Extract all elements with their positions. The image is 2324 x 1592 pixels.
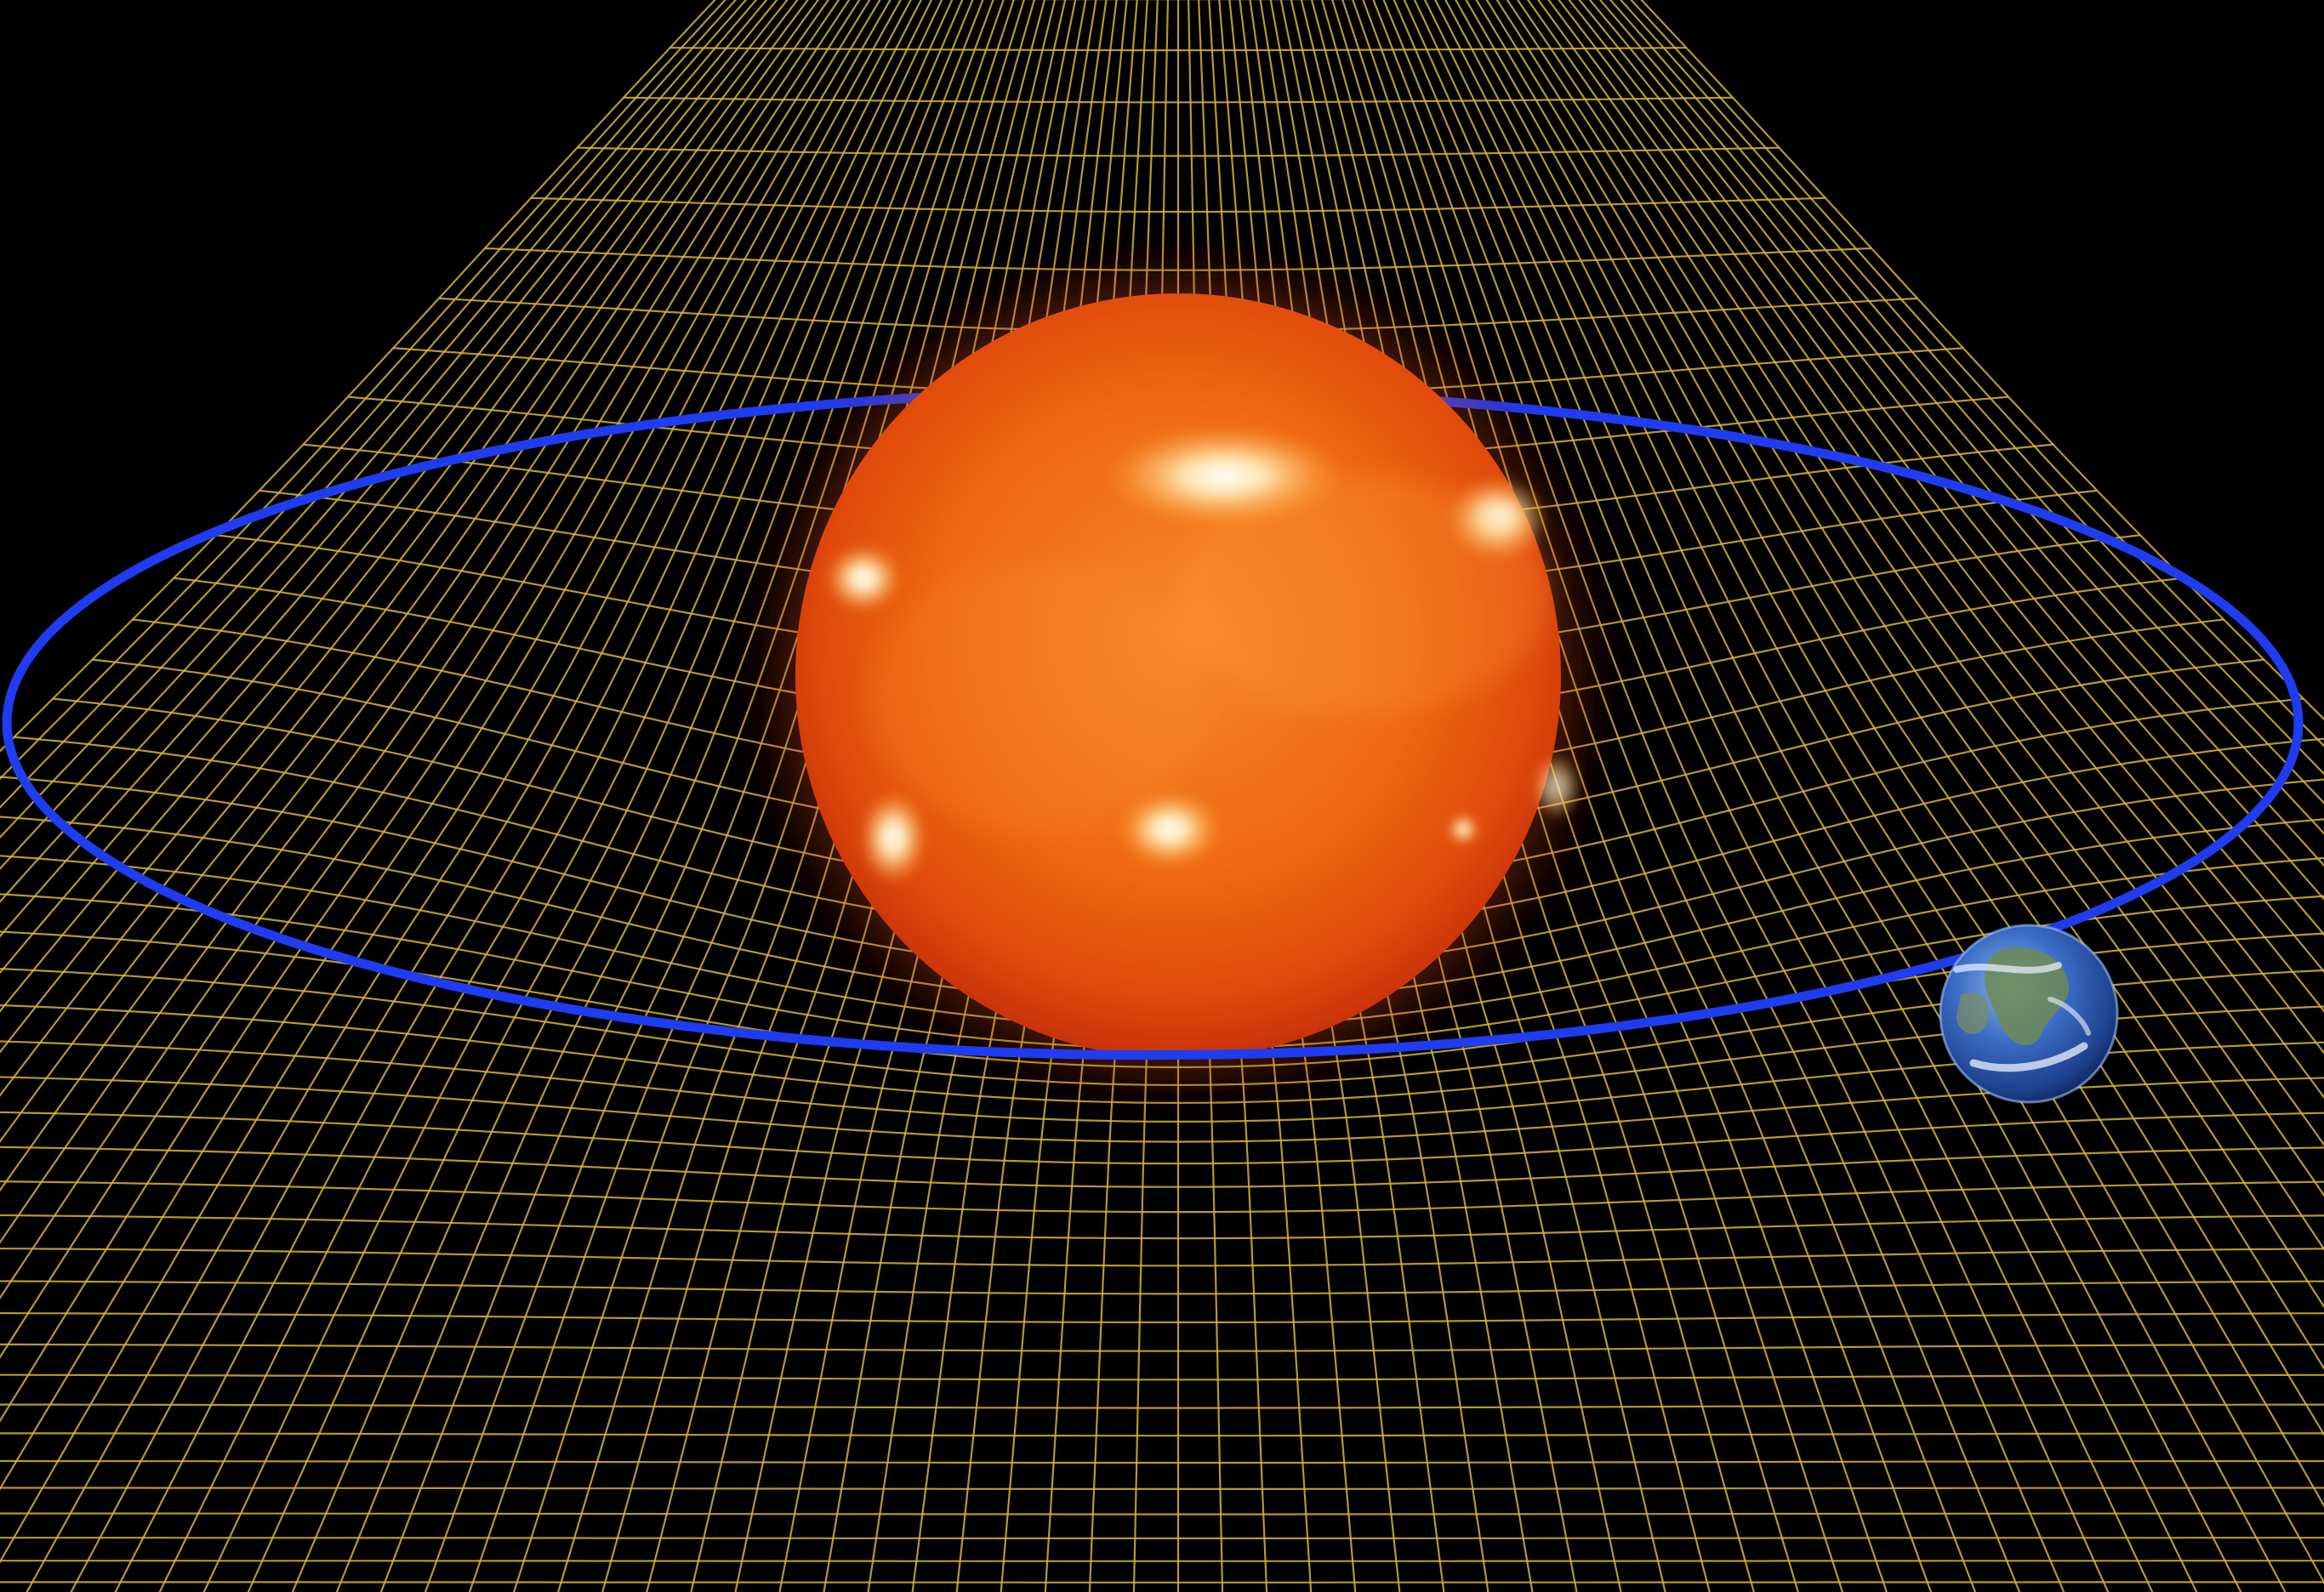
grid-line [0,0,778,938]
sun-icon [736,234,1621,1118]
orbit-path-front [2,718,2304,1060]
grid-line [1619,0,2324,776]
grid-line [1598,0,2324,835]
grid-line [0,0,891,1491]
earth-icon [1939,924,2119,1104]
grid-line [0,0,758,871]
grid-line [1362,0,1977,1592]
grid-line [0,0,738,809]
grid-line [1516,0,2324,1146]
grid-line [158,0,943,1592]
grid-line [1526,0,2324,1100]
grid-line [26,0,912,1592]
grid-line [0,0,881,1423]
grid-line [0,0,871,1359]
grid-line [1630,0,2324,748]
grid-line [0,0,902,1564]
grid-line [1423,0,2242,1592]
grid-line [0,0,809,1054]
grid-line [0,0,768,903]
grid-line [1568,0,2324,936]
grid-line [0,1512,2324,1515]
grid-line [0,0,748,839]
grid-line [1609,0,2324,805]
grid-line [1352,0,1933,1592]
grid-line [1382,0,2065,1592]
grid-line [379,0,994,1592]
grid-line [1558,0,2324,974]
grid-line [114,0,933,1592]
grid-line [0,0,840,1192]
grid-line [70,0,923,1592]
grid-line [0,0,820,1097]
grid-line [1403,0,2154,1592]
grid-line [1578,0,2324,901]
grid-line [202,0,954,1592]
grid-line [247,0,964,1592]
grid-line [424,0,1005,1592]
grid-line [0,0,726,781]
grid-line [1640,0,2324,721]
grid-line [291,0,974,1592]
grid-line [0,0,851,1244]
grid-line [0,0,799,1013]
grid-line [1547,0,2324,1013]
grid-line [0,1581,2324,1583]
grid-line [1495,0,2324,1251]
grid-line [0,0,830,1143]
grid-line [335,0,984,1592]
grid-line [1372,0,2021,1592]
grid-line [0,0,716,753]
grid-line [0,0,861,1300]
grid-line [1393,0,2110,1592]
grid-line [1413,0,2198,1592]
grid-line [1536,0,2324,1055]
grid-line [1588,0,2324,867]
grid-line [1506,0,2324,1197]
grid-line [0,0,789,975]
